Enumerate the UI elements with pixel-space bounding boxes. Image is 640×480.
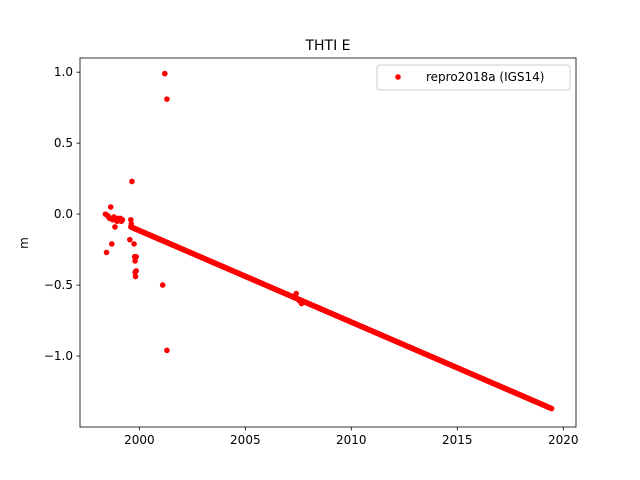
data-point xyxy=(164,96,170,102)
y-tick-label: 1.0 xyxy=(54,65,73,79)
y-axis-label: m xyxy=(17,237,31,249)
x-tick-label: 2020 xyxy=(548,433,579,447)
x-tick-label: 2005 xyxy=(230,433,261,447)
x-axis-ticks: 2000 2005 2010 2015 2020 xyxy=(124,427,579,447)
y-axis-ticks: −1.0 −0.5 0.0 0.5 1.0 xyxy=(44,65,80,363)
data-point xyxy=(293,290,300,297)
legend-label: repro2018a (IGS14) xyxy=(426,70,544,84)
data-point xyxy=(548,405,555,412)
data-point xyxy=(132,258,138,264)
data-point xyxy=(132,273,139,280)
data-point xyxy=(131,241,137,247)
data-point xyxy=(159,282,166,288)
x-tick-label: 2010 xyxy=(336,433,367,447)
data-point xyxy=(108,241,115,247)
data-point xyxy=(112,224,118,230)
plot-frame xyxy=(79,57,577,428)
legend: repro2018a (IGS14) xyxy=(376,64,571,91)
data-point xyxy=(107,204,114,210)
y-tick-label: −0.5 xyxy=(44,278,73,292)
y-tick-label: −1.0 xyxy=(44,349,73,363)
y-tick-label: 0.5 xyxy=(54,136,73,150)
data-point xyxy=(133,253,139,260)
data-point xyxy=(164,347,170,354)
data-point xyxy=(128,221,135,227)
y-tick-label: 0.0 xyxy=(54,207,73,221)
chart-title: THTI E xyxy=(304,38,350,54)
data-point xyxy=(133,268,139,274)
x-tick-label: 2015 xyxy=(442,433,473,447)
legend-box xyxy=(376,64,571,91)
data-point xyxy=(161,70,168,77)
data-point xyxy=(127,236,133,243)
data-point xyxy=(103,249,110,256)
data-points xyxy=(102,70,555,412)
data-point xyxy=(298,300,305,307)
data-point xyxy=(119,216,126,223)
data-point xyxy=(129,178,135,185)
data-point xyxy=(128,216,134,223)
x-tick-label: 2000 xyxy=(124,433,155,447)
legend-marker xyxy=(395,74,401,80)
